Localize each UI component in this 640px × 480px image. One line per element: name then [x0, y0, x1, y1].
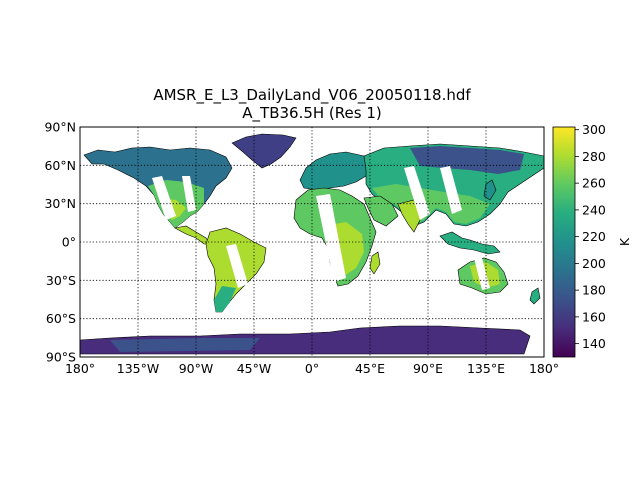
colorbar-tick-label: 280 — [582, 149, 606, 164]
lon-label: 135°W — [117, 361, 159, 376]
lat-label: 60°N — [44, 158, 76, 173]
map-frame — [79, 126, 545, 358]
title-line-1: AMSR_E_L3_DailyLand_V06_20050118.hdf — [153, 86, 471, 105]
arabia-landmass — [363, 195, 399, 227]
lon-label: 0° — [305, 361, 319, 376]
south-america-south-region — [214, 286, 236, 312]
map-gridlines — [80, 127, 544, 357]
colorbar-ticks: 140 160 180 200 220 240 260 280 300 — [575, 122, 606, 351]
colorbar-tick-label: 160 — [582, 309, 606, 324]
lon-label: 90°W — [179, 361, 214, 376]
lon-label: 180° — [529, 361, 559, 376]
colorbar-tick-label: 180 — [582, 283, 606, 298]
colorbar-label: K — [617, 237, 632, 246]
new-zealand-landmass — [529, 287, 541, 305]
colorbar-tick-label: 140 — [582, 336, 606, 351]
colorbar-tick-label: 260 — [582, 176, 606, 191]
lat-label: 0° — [62, 235, 76, 250]
map-panel — [80, 127, 544, 357]
madagascar-landmass — [369, 251, 381, 275]
lat-label: 90°S — [46, 350, 76, 365]
lon-label: 45°E — [355, 361, 385, 376]
longitude-labels: 180° 135°W 90°W 45°W 0° 45°E 90°E 135°E … — [65, 361, 559, 376]
lat-label: 30°S — [46, 273, 76, 288]
colorbar-tick-label: 240 — [582, 202, 606, 217]
lon-label: 135°E — [467, 361, 505, 376]
siberia-cold-region — [410, 146, 524, 174]
colorbar-tick-label: 200 — [582, 256, 606, 271]
colorbar-tick-label: 220 — [582, 229, 606, 244]
lat-label: 90°N — [44, 120, 76, 135]
colorbar-gradient — [552, 126, 576, 358]
lon-label: 45°W — [237, 361, 272, 376]
title-line-2: A_TB36.5H (Res 1) — [242, 104, 381, 123]
japan-landmass — [483, 179, 497, 201]
lat-label: 60°S — [46, 311, 76, 326]
southeast-asia-islands — [439, 231, 501, 255]
colorbar: 140 160 180 200 220 240 260 280 300 K — [552, 122, 632, 358]
missing-data-swaths — [152, 166, 490, 290]
antarctica-edge-region — [110, 338, 260, 352]
greenland-landmass — [231, 133, 297, 169]
lon-label: 180° — [65, 361, 95, 376]
lat-label: 30°N — [44, 196, 76, 211]
asia-warm-region — [372, 184, 490, 224]
lon-label: 90°E — [413, 361, 443, 376]
latitude-labels: 90°N 60°N 30°N 0° 30°S 60°S 90°S — [44, 120, 76, 365]
colorbar-tick-label: 300 — [582, 122, 606, 137]
